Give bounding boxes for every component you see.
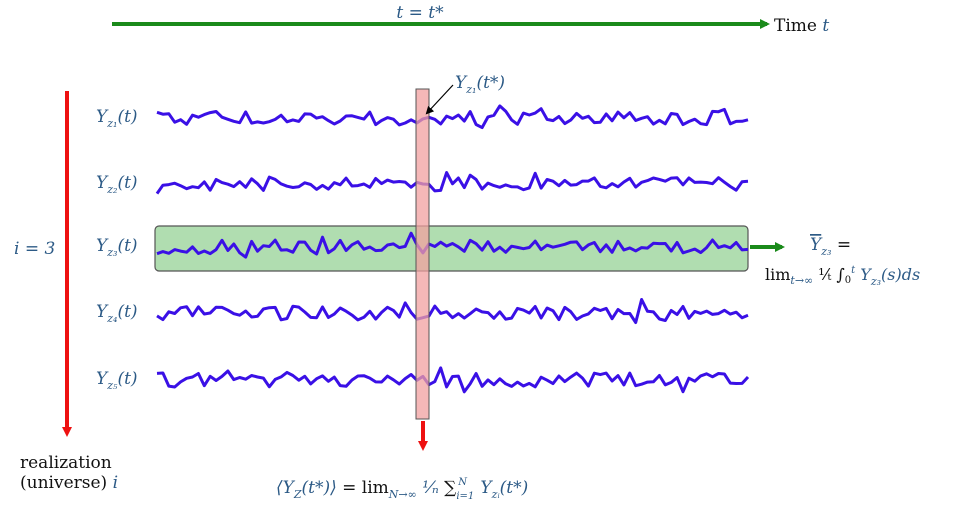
series-label-3: Yz₃(t) (96, 236, 138, 259)
series-label-4: Yz₄(t) (96, 302, 138, 325)
time-axis-label: Time t (774, 16, 829, 36)
series-line-5 (156, 366, 750, 394)
series-line-4 (156, 298, 749, 324)
point-annotation-pointer (425, 84, 454, 115)
series-line-1 (156, 104, 749, 130)
time-average-label-line1: Yz₃ = (810, 235, 851, 258)
series-line-2 (155, 171, 749, 195)
time-average-band (154, 225, 749, 272)
ensemble-slice (415, 88, 430, 420)
ensemble-average-formula: ⟨YZ(t*)⟩ = limN→∞ ¹⁄ₙ ∑i=1N Yzᵢ(t*) (276, 477, 528, 502)
series-label-5: Yz₅(t) (96, 369, 138, 392)
realization-index-label: i = 3 (14, 239, 55, 259)
point-annotation-label: Yz₁(t*) (455, 73, 505, 96)
series-label-2: Yz₂(t) (96, 173, 138, 196)
realization-label-line1: realization (20, 453, 112, 473)
time-average-label-line2: limt→∞ ¹⁄ₜ ∫0t Yz₃(s)ds (765, 265, 920, 288)
realization-label-line2: (universe) i (20, 473, 118, 493)
time-marker-label: t = t* (396, 3, 444, 23)
series-line-3 (156, 231, 749, 259)
series-layer: Yz₁(t) Yz₂(t) Yz₃(t) Yz₄(t) Yz₅(t) (96, 104, 750, 394)
series-label-1: Yz₁(t) (96, 107, 138, 130)
